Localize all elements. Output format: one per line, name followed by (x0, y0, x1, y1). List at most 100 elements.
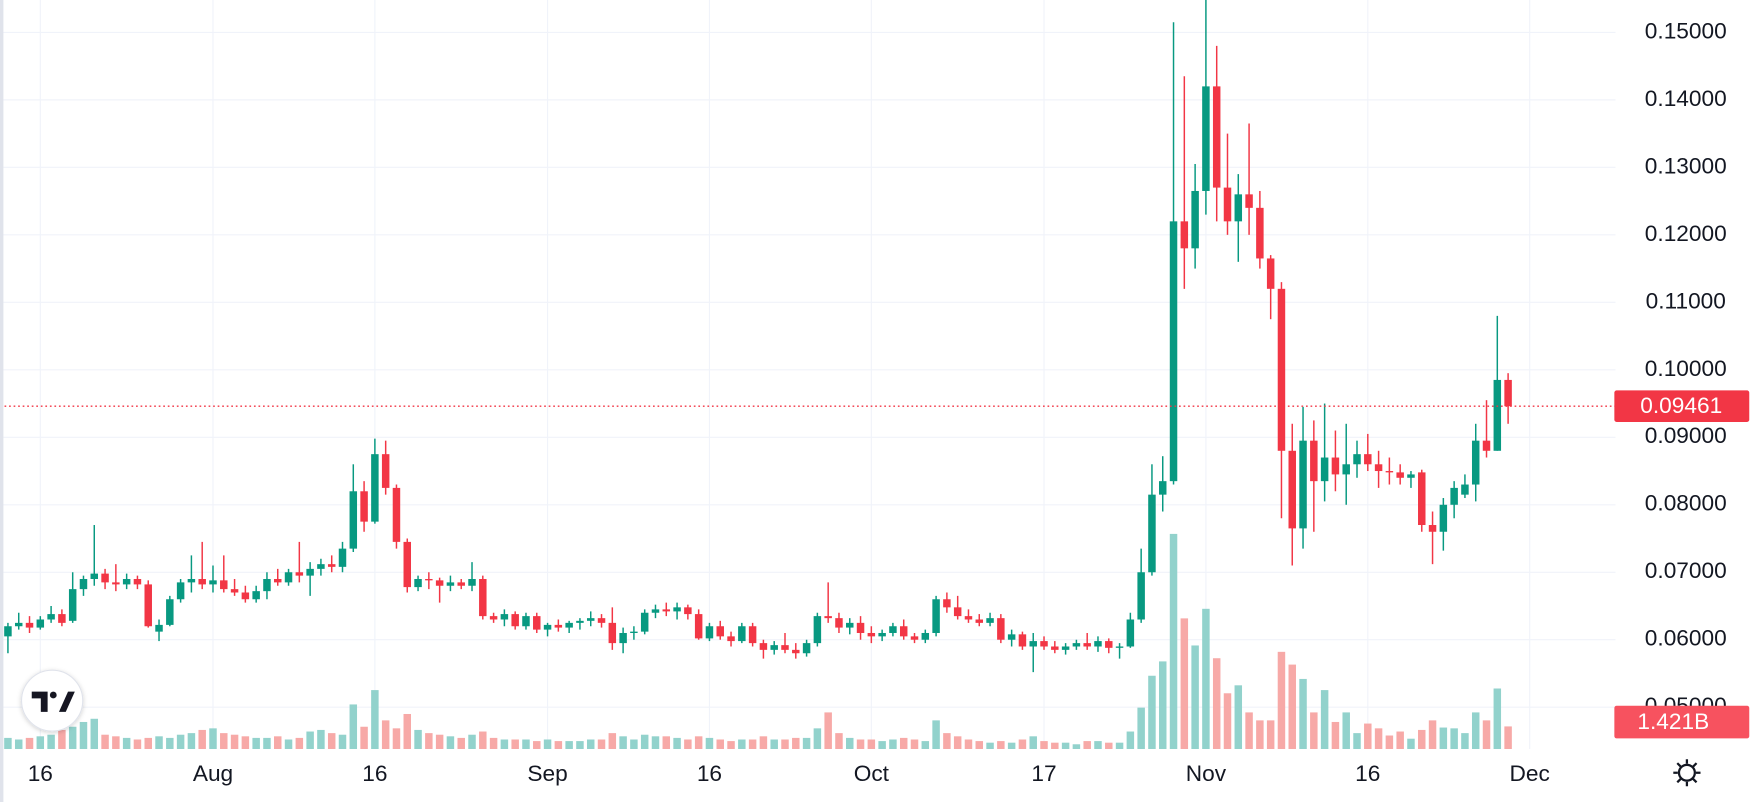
candle-body (759, 643, 768, 650)
last-price-label: 0.09461 (1640, 393, 1722, 418)
volume-bar (867, 739, 876, 750)
y-tick-label: 0.10000 (1645, 356, 1727, 381)
candle-body (263, 579, 271, 592)
volume-bar (1126, 731, 1135, 750)
volume-bar (640, 734, 649, 750)
candle-body (953, 607, 962, 617)
y-tick-label: 0.12000 (1645, 221, 1727, 246)
candle-body (90, 573, 99, 580)
volume-bar (953, 736, 962, 750)
volume-bar (36, 736, 45, 750)
volume-bar (932, 720, 940, 750)
volume-bar (176, 734, 185, 750)
candle-body (921, 632, 930, 640)
candle-body (684, 607, 692, 615)
volume-bar (112, 736, 120, 750)
volume-bar (133, 739, 142, 750)
volume-bar (1256, 720, 1264, 750)
candle-body (446, 582, 455, 586)
volume-bar (252, 737, 260, 750)
candle-body (1407, 474, 1415, 478)
candle-body (1169, 221, 1178, 482)
volume-bar (317, 729, 325, 750)
volume-bar (759, 736, 768, 750)
volume-bar (1051, 742, 1059, 750)
last-volume-badge (1614, 705, 1750, 739)
candle-body (824, 616, 832, 619)
volume-bar (1504, 726, 1512, 750)
candle-body (802, 643, 811, 654)
volume-bar (630, 739, 638, 750)
candle-body (166, 599, 174, 625)
volume-bar (101, 734, 109, 750)
candle-body (597, 618, 606, 623)
volume-bar (899, 737, 908, 750)
candle-body (1471, 440, 1480, 485)
candle-body (1072, 643, 1081, 647)
candle-body (1212, 86, 1221, 188)
candle-body (1428, 525, 1437, 532)
volume-bar (392, 728, 401, 750)
volume-bar (349, 704, 358, 750)
volume-bar (565, 741, 573, 750)
volume-bar (166, 737, 174, 750)
candle-body (1191, 190, 1199, 249)
candle-body (79, 579, 88, 590)
volume-bar (554, 741, 563, 750)
candle-body (1180, 221, 1189, 249)
candle-body (1061, 646, 1070, 650)
candle-body (889, 626, 897, 633)
volume-bar (1396, 731, 1404, 750)
volume-bar (1148, 675, 1156, 750)
y-tick-label: 0.11000 (1646, 288, 1726, 313)
candle-body (662, 609, 671, 612)
volume-bar (90, 718, 99, 750)
candle-body (1385, 471, 1394, 473)
volume-bar (1342, 712, 1350, 750)
candle-body (1320, 457, 1329, 482)
volume-bar (511, 739, 519, 750)
volume-bar (813, 728, 822, 750)
candle-body (1364, 454, 1372, 465)
volume-bar (1461, 733, 1469, 750)
volume-bar (1018, 739, 1027, 750)
tradingview-logo[interactable] (20, 669, 84, 732)
volume-bar (684, 739, 692, 750)
y-tick-label: 0.07000 (1645, 558, 1727, 583)
volume-bar (263, 737, 271, 750)
volume-bar (619, 736, 627, 750)
volume-bar (986, 742, 994, 750)
volume-bar (835, 733, 843, 750)
candle-body (1439, 504, 1448, 532)
y-tick-label: 0.15000 (1645, 18, 1727, 43)
candle-body (1007, 634, 1016, 640)
candle-body (230, 589, 239, 593)
volume-bar (1191, 645, 1199, 750)
candle-body (479, 579, 487, 617)
candle-body (846, 622, 854, 628)
candle-body (1482, 440, 1491, 451)
candle-body (1396, 472, 1404, 478)
volume-bar (446, 736, 455, 750)
volume-bar (921, 741, 930, 750)
candle-body (500, 614, 509, 620)
volume-bar (338, 734, 347, 750)
candle-body (371, 454, 379, 522)
volume-bar (694, 736, 703, 750)
candle-body (1418, 472, 1426, 526)
candle-body (878, 632, 886, 637)
x-tick-label: Sep (527, 761, 567, 786)
volume-bar (274, 736, 282, 750)
volume-bar (1353, 733, 1361, 750)
volume-bar (1385, 735, 1394, 750)
candle-body (122, 579, 131, 585)
candle-body (1158, 481, 1167, 495)
candle-body (943, 599, 951, 608)
candle-body (813, 616, 822, 644)
candle-body (198, 579, 206, 585)
volume-bar (435, 734, 444, 750)
volume-bar (522, 739, 530, 750)
candle-body (457, 582, 465, 586)
settings-icon[interactable] (1673, 759, 1701, 787)
